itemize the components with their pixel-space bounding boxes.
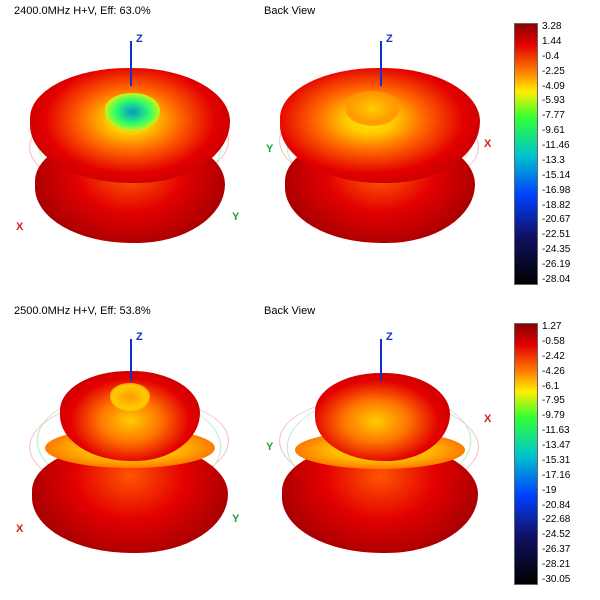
colorbar-tick: -19	[542, 485, 592, 496]
colorbar-tick: -13.3	[542, 155, 592, 166]
colorbar-tick: -26.19	[542, 259, 592, 270]
plot-title: Back View	[264, 5, 315, 17]
y-axis-label: Y	[232, 211, 239, 223]
colorbar-tick: 1.27	[542, 321, 592, 332]
x-axis-label: X	[16, 221, 23, 233]
pattern-center-dip	[105, 93, 160, 131]
colorbar-tick: -15.31	[542, 455, 592, 466]
colorbar-tick: -13.47	[542, 440, 592, 451]
pattern-center-dip	[345, 91, 400, 126]
row-2500mhz: 2500.0MHz H+V, Eff: 53.8% Z X Y Back Vie…	[0, 305, 600, 595]
z-axis-label: Z	[136, 331, 143, 343]
colorbar-tick: -4.09	[542, 81, 592, 92]
colorbar-tick: -24.52	[542, 529, 592, 540]
colorbar-tick: -2.42	[542, 351, 592, 362]
colorbar-tick: -11.46	[542, 140, 592, 151]
colorbar-tick: -17.16	[542, 470, 592, 481]
plot-title: Back View	[264, 305, 315, 317]
colorbar-tick: -20.67	[542, 214, 592, 225]
colorbar-tick: -16.98	[542, 185, 592, 196]
z-axis-label: Z	[386, 331, 393, 343]
row-2400mhz: 2400.0MHz H+V, Eff: 63.0% Z X Y Back Vie…	[0, 5, 600, 295]
colorbar-tick: -11.63	[542, 425, 592, 436]
colorbar-tick: -28.04	[542, 274, 592, 285]
z-axis-label: Z	[136, 33, 143, 45]
colorbar-tick: -7.95	[542, 395, 592, 406]
colorbar-tick: -20.84	[542, 500, 592, 511]
z-axis	[130, 339, 132, 381]
colorbar-tick: -6.1	[542, 381, 592, 392]
z-axis	[380, 339, 382, 381]
colorbar-tick: -15.14	[542, 170, 592, 181]
colorbar-tick: -30.05	[542, 574, 592, 585]
y-axis-label: Y	[266, 441, 273, 453]
z-axis	[380, 41, 382, 86]
radiation-pattern-3d: Z Y X	[260, 23, 500, 263]
radiation-pattern-3d: Z X Y	[10, 323, 250, 563]
colorbar-tick: -0.58	[542, 336, 592, 347]
plot-2400-back: Back View Z Y X	[260, 5, 500, 285]
colorbar-tick: -2.25	[542, 66, 592, 77]
colorbar-tick: -0.4	[542, 51, 592, 62]
x-axis-label: X	[484, 413, 491, 425]
colorbar-ticks: 1.27 -0.58 -2.42 -4.26 -6.1 -7.95 -9.79 -11.63 -…	[542, 321, 592, 585]
colorbar-tick: -28.21	[542, 559, 592, 570]
colorbar-tick: 1.44	[542, 36, 592, 47]
plot-2400-front: 2400.0MHz H+V, Eff: 63.0% Z X Y	[10, 5, 250, 285]
colorbar-tick: -9.61	[542, 125, 592, 136]
colorbar-ticks: 3.28 1.44 -0.4 -2.25 -4.09 -5.93 -7.77 -9.61 -11…	[542, 21, 592, 285]
plot-title: 2500.0MHz H+V, Eff: 53.8%	[14, 305, 151, 317]
colorbar-tick: -5.93	[542, 95, 592, 106]
pattern-center-dip	[110, 383, 150, 411]
radiation-pattern-3d: Z Y X	[260, 323, 500, 563]
colorbar-gradient	[514, 323, 538, 585]
radiation-pattern-3d: Z X Y	[10, 23, 250, 263]
colorbar-tick: -7.77	[542, 110, 592, 121]
colorbar-gradient	[514, 23, 538, 285]
colorbar-tick: -18.82	[542, 200, 592, 211]
colorbar-tick: -22.51	[542, 229, 592, 240]
colorbar-tick: -9.79	[542, 410, 592, 421]
z-axis-label: Z	[386, 33, 393, 45]
colorbar-tick: -22.68	[542, 514, 592, 525]
colorbar: 3.28 1.44 -0.4 -2.25 -4.09 -5.93 -7.77 -9.61 -11…	[514, 23, 592, 283]
plot-2500-front: 2500.0MHz H+V, Eff: 53.8% Z X Y	[10, 305, 250, 585]
colorbar: 1.27 -0.58 -2.42 -4.26 -6.1 -7.95 -9.79 -11.63 -…	[514, 323, 592, 583]
colorbar-tick: 3.28	[542, 21, 592, 32]
plot-2500-back: Back View Z Y X	[260, 305, 500, 585]
pattern-lobe-upper	[315, 373, 450, 461]
y-axis-label: Y	[266, 143, 273, 155]
x-axis-label: X	[16, 523, 23, 535]
x-axis-label: X	[484, 138, 491, 150]
colorbar-tick: -24.35	[542, 244, 592, 255]
colorbar-tick: -4.26	[542, 366, 592, 377]
colorbar-tick: -26.37	[542, 544, 592, 555]
z-axis	[130, 41, 132, 86]
plot-title: 2400.0MHz H+V, Eff: 63.0%	[14, 5, 151, 17]
y-axis-label: Y	[232, 513, 239, 525]
